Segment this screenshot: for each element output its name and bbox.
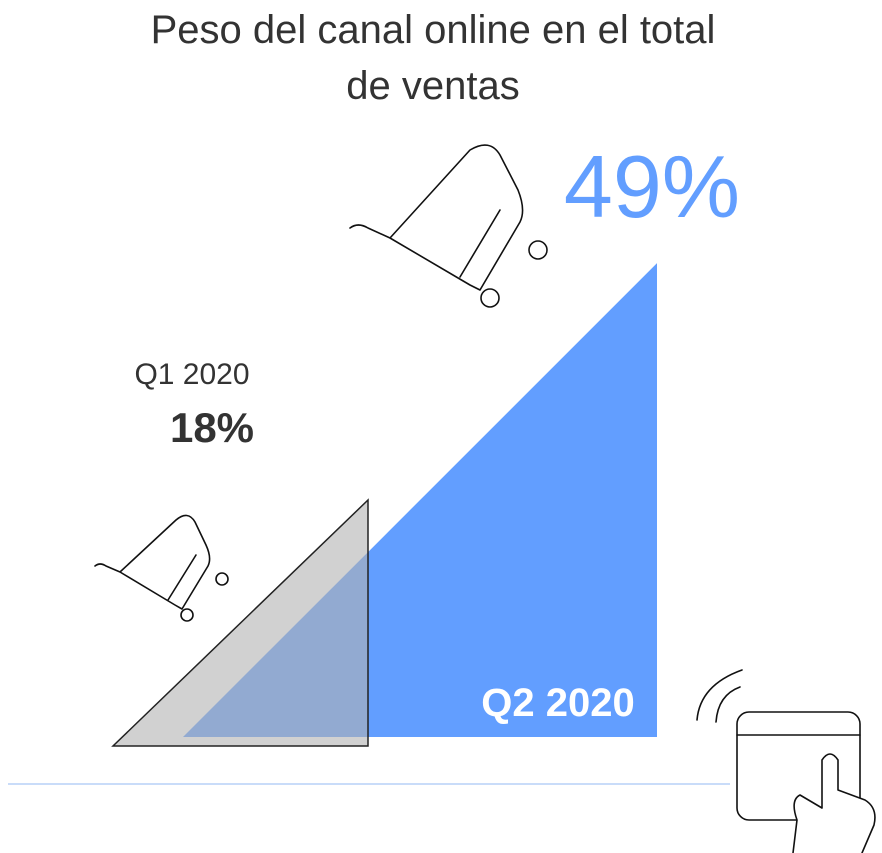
value-label: 18% xyxy=(170,404,254,451)
category-label: Q1 2020 xyxy=(134,358,249,391)
value-label: 49% xyxy=(564,137,740,236)
cart-icon xyxy=(349,144,548,308)
chart-title: Peso del canal online en el total de ven… xyxy=(150,8,716,108)
triangle xyxy=(111,498,369,747)
cart-icon xyxy=(94,514,229,622)
category-label: Q2 2020 xyxy=(481,681,634,725)
touch-icon xyxy=(696,669,876,853)
